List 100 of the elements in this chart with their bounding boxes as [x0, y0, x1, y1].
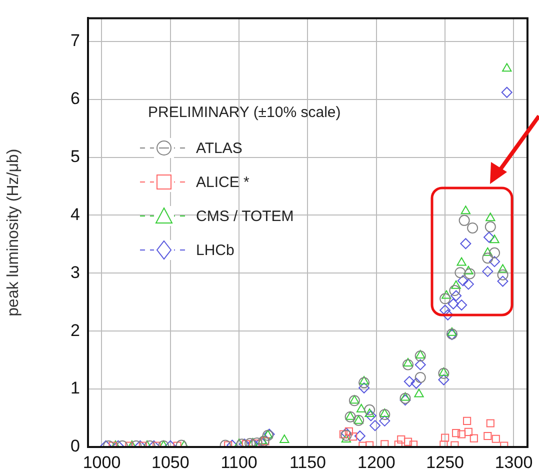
point: [490, 234, 500, 244]
point: [484, 221, 496, 232]
point: [458, 430, 466, 438]
point: [356, 404, 366, 412]
point: [364, 404, 376, 416]
point: [452, 429, 460, 438]
point: [482, 247, 492, 256]
point: [470, 434, 478, 442]
point: [492, 434, 500, 443]
point: [497, 276, 508, 287]
legend-label: ATLAS: [196, 140, 242, 156]
point: [345, 411, 356, 420]
point: [457, 275, 468, 286]
point: [258, 436, 270, 447]
legend-label: ALICE *: [196, 174, 250, 190]
point: [467, 222, 478, 234]
y-tick-label: 1: [70, 378, 80, 398]
point: [484, 432, 492, 440]
point: [258, 436, 268, 444]
x-tick-label: 1050: [151, 452, 190, 472]
point: [482, 252, 494, 264]
point: [394, 440, 402, 447]
point: [448, 298, 459, 310]
point: [456, 257, 466, 266]
point: [438, 374, 450, 386]
x-tick-label: 1250: [426, 452, 464, 472]
point: [416, 350, 426, 358]
point: [341, 434, 352, 442]
x-tick-label: 1000: [82, 452, 121, 472]
point: [489, 256, 500, 268]
legend-label: CMS / TOTEM: [196, 208, 294, 224]
point: [380, 440, 389, 447]
point: [364, 408, 374, 417]
point: [456, 300, 468, 311]
legend-title: PRELIMINARY (±10% scale): [148, 104, 341, 121]
point: [251, 437, 262, 447]
point: [397, 435, 406, 444]
point: [379, 415, 390, 426]
point: [497, 269, 508, 280]
point: [458, 214, 470, 226]
point: [348, 395, 360, 406]
point: [358, 382, 370, 394]
point: [409, 440, 418, 447]
point: [460, 206, 471, 214]
point: [460, 238, 472, 250]
y-axis-title: peak luminosity (Hz/μb): [5, 148, 22, 316]
point: [379, 409, 390, 420]
x-tick-label: 1150: [289, 452, 326, 472]
point: [366, 441, 374, 447]
y-tick-label: 5: [70, 146, 80, 166]
point: [224, 441, 232, 447]
point: [242, 440, 250, 447]
point: [402, 359, 414, 370]
point: [464, 268, 476, 280]
point: [380, 408, 390, 417]
point: [438, 368, 450, 379]
point: [482, 266, 494, 277]
point: [451, 280, 461, 289]
x-tick-label: 1200: [357, 452, 396, 472]
point: [359, 376, 369, 385]
x-tick-label: 1300: [494, 452, 533, 472]
point: [354, 430, 366, 442]
point: [410, 378, 422, 389]
point: [449, 285, 460, 296]
point: [463, 416, 472, 425]
point: [484, 232, 495, 243]
point: [486, 419, 494, 428]
point: [358, 377, 370, 388]
point: [414, 388, 424, 398]
legend-label: LHCb: [196, 242, 234, 258]
point: [403, 358, 413, 367]
point: [501, 86, 512, 98]
point: [462, 278, 474, 290]
point: [486, 212, 496, 222]
point: [498, 264, 508, 273]
point: [404, 376, 415, 388]
point: [414, 359, 426, 370]
point: [414, 350, 426, 362]
point: [447, 327, 457, 336]
x-tick-label: 1100: [220, 452, 258, 472]
point: [414, 372, 426, 383]
point: [349, 432, 358, 441]
point: [441, 434, 450, 442]
point: [438, 367, 449, 376]
point: [440, 440, 448, 447]
point: [244, 438, 256, 447]
point: [404, 438, 412, 446]
point: [489, 247, 500, 258]
y-tick-label: 6: [70, 89, 80, 108]
point: [400, 392, 410, 401]
point: [365, 410, 376, 422]
point: [442, 309, 454, 320]
y-tick-label: 2: [70, 320, 80, 340]
point: [442, 290, 452, 299]
point: [454, 267, 466, 278]
point: [464, 428, 472, 436]
point: [350, 395, 360, 404]
point: [370, 420, 381, 432]
point: [280, 434, 290, 444]
y-tick-label: 7: [70, 31, 80, 50]
